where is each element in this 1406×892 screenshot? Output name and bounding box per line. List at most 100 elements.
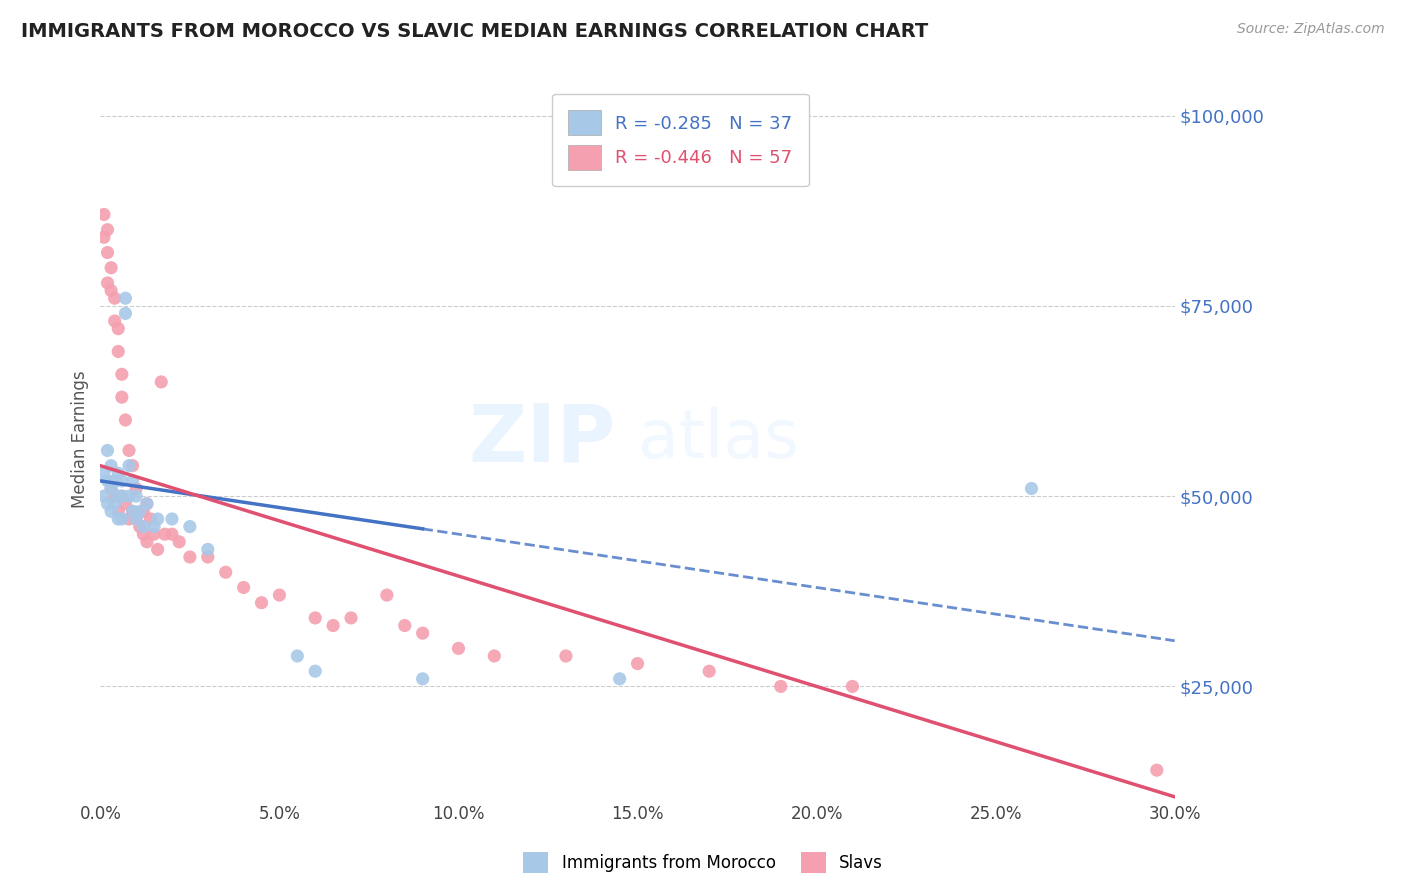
Point (107, 467, 129, 481)
Point (100, 260, 122, 275)
Point (626, 657, 648, 671)
Point (554, 648, 576, 663)
Point (121, 474, 143, 488)
Point (118, 443, 141, 458)
Point (160, 527, 183, 541)
Point (197, 542, 219, 557)
Point (269, 588, 291, 602)
Point (100, 482, 122, 496)
Point (232, 581, 254, 595)
Point (285, 648, 308, 663)
Text: ZIP: ZIP (468, 400, 616, 478)
Point (104, 474, 127, 488)
Point (143, 527, 166, 541)
Point (93, 230, 115, 244)
Point (107, 344, 129, 359)
Point (125, 489, 148, 503)
Point (150, 375, 173, 389)
Point (96, 245, 118, 260)
Point (114, 291, 136, 305)
Point (412, 626, 434, 640)
Point (215, 566, 238, 580)
Point (121, 504, 143, 518)
Point (132, 527, 155, 541)
Point (96, 474, 118, 488)
Point (125, 512, 148, 526)
Point (104, 314, 127, 328)
Point (100, 284, 122, 298)
Point (146, 512, 169, 526)
Text: atlas: atlas (637, 406, 799, 472)
Point (96, 443, 118, 458)
Point (100, 482, 122, 496)
Point (104, 291, 127, 305)
Point (118, 512, 141, 526)
Point (121, 504, 143, 518)
Point (104, 497, 127, 511)
Point (1021, 482, 1043, 496)
Point (104, 489, 127, 503)
Point (394, 618, 416, 632)
Point (100, 504, 122, 518)
Point (250, 596, 273, 610)
Point (93, 207, 115, 221)
Point (111, 368, 134, 382)
Point (132, 504, 155, 518)
Point (128, 504, 150, 518)
Point (135, 534, 157, 549)
Point (107, 504, 129, 518)
Point (412, 672, 434, 686)
Point (841, 680, 863, 694)
Point (100, 458, 122, 473)
Point (107, 321, 129, 335)
Point (118, 458, 141, 473)
Point (484, 648, 506, 663)
Point (1146, 763, 1168, 777)
Legend: Immigrants from Morocco, Slavs: Immigrants from Morocco, Slavs (516, 846, 890, 880)
Point (93, 489, 115, 503)
Point (304, 664, 326, 678)
Text: IMMIGRANTS FROM MOROCCO VS SLAVIC MEDIAN EARNINGS CORRELATION CHART: IMMIGRANTS FROM MOROCCO VS SLAVIC MEDIAN… (21, 22, 928, 41)
Point (322, 618, 344, 632)
Point (132, 519, 155, 533)
Point (179, 519, 201, 533)
Point (304, 611, 326, 625)
Point (769, 680, 792, 694)
Point (160, 512, 183, 526)
Point (107, 489, 129, 503)
Point (128, 519, 150, 533)
Point (107, 512, 129, 526)
Legend: R = -0.285   N = 37, R = -0.446   N = 57: R = -0.285 N = 37, R = -0.446 N = 57 (553, 94, 808, 186)
Point (118, 489, 141, 503)
Point (153, 527, 176, 541)
Point (125, 512, 148, 526)
Y-axis label: Median Earnings: Median Earnings (72, 370, 89, 508)
Point (111, 489, 134, 503)
Point (139, 512, 162, 526)
Point (167, 534, 190, 549)
Point (114, 306, 136, 320)
Point (111, 489, 134, 503)
Point (111, 390, 134, 404)
Point (111, 474, 134, 488)
Point (125, 482, 148, 496)
Point (121, 458, 143, 473)
Point (93, 467, 115, 481)
Point (447, 641, 470, 656)
Point (135, 497, 157, 511)
Point (114, 413, 136, 427)
Point (96, 497, 118, 511)
Point (697, 664, 720, 678)
Point (179, 549, 201, 564)
Point (143, 519, 166, 533)
Point (197, 549, 219, 564)
Point (114, 497, 136, 511)
Point (609, 672, 631, 686)
Point (111, 512, 134, 526)
Point (146, 542, 169, 557)
Text: Source: ZipAtlas.com: Source: ZipAtlas.com (1237, 22, 1385, 37)
Point (96, 222, 118, 236)
Point (375, 588, 398, 602)
Point (340, 611, 363, 625)
Point (135, 497, 157, 511)
